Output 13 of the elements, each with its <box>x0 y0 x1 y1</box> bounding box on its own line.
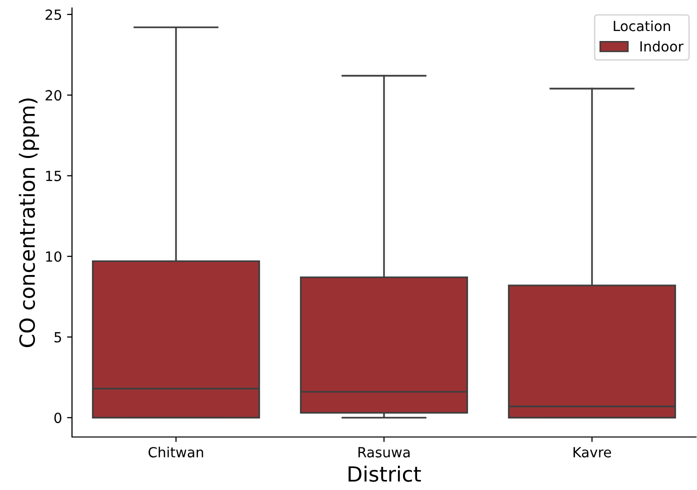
x-tick-label: Kavre <box>574 447 612 458</box>
y-tick-label: 0 <box>54 412 62 424</box>
y-axis-title: CO concentration (ppm) <box>18 98 40 348</box>
x-tick-label: Rasuwa <box>358 447 410 458</box>
y-tick-label: 20 <box>46 90 62 101</box>
x-axis-title: District <box>348 466 421 482</box>
x-tick-label: Chitwan <box>148 446 204 458</box>
legend-title: Location <box>614 20 670 32</box>
y-tick-label: 10 <box>46 251 62 262</box>
y-tick-label: 5 <box>54 332 62 342</box>
y-tick-label: 25 <box>46 9 62 20</box>
y-tick-label: 15 <box>46 170 62 182</box>
legend-label: Indoor <box>640 40 684 52</box>
